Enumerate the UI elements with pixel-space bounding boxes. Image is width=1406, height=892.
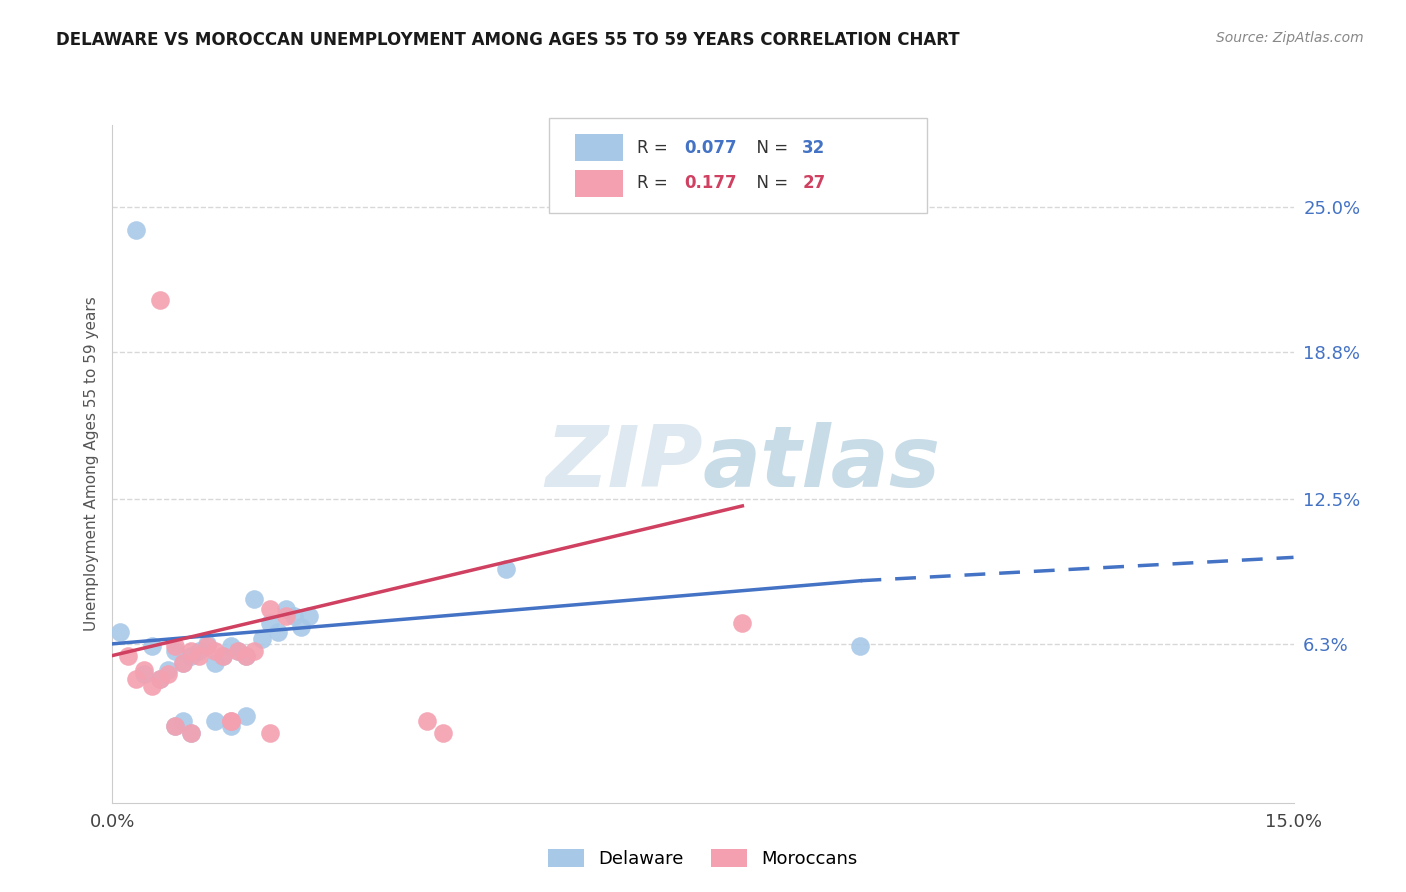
Point [195,637,218,651]
Point [172,714,194,728]
Point [156,667,179,681]
Point [125,223,148,237]
Text: Source: ZipAtlas.com: Source: ZipAtlas.com [1216,31,1364,45]
Point [188,648,211,663]
Point [204,644,226,658]
Point [219,714,242,728]
Point [259,601,281,615]
Point [125,672,148,686]
Point [141,639,163,653]
Point [117,648,139,663]
FancyBboxPatch shape [550,118,928,213]
Point [211,648,233,663]
Point [731,615,754,630]
Point [149,293,172,308]
Point [149,672,172,686]
Legend: Delaware, Moroccans: Delaware, Moroccans [541,841,865,875]
Point [180,725,202,739]
Y-axis label: Unemployment Among Ages 55 to 59 years: Unemployment Among Ages 55 to 59 years [83,296,98,632]
Text: R =: R = [637,175,673,193]
Point [204,656,226,670]
Point [165,719,187,733]
Point [495,562,517,576]
Point [259,615,281,630]
Text: ZIP: ZIP [546,422,703,506]
Point [211,648,233,663]
Point [849,639,872,653]
Point [259,725,281,739]
Point [298,608,321,623]
Point [290,620,312,634]
Point [416,714,439,728]
Point [172,656,194,670]
Point [219,714,242,728]
Text: 32: 32 [803,138,825,157]
Point [267,625,290,640]
Point [180,725,202,739]
Point [204,714,226,728]
Point [180,644,202,658]
Text: N =: N = [745,175,793,193]
Point [250,632,273,647]
Point [274,601,297,615]
Point [243,592,266,607]
Point [132,667,155,681]
Point [141,679,163,693]
Point [110,625,132,640]
Text: DELAWARE VS MOROCCAN UNEMPLOYMENT AMONG AGES 55 TO 59 YEARS CORRELATION CHART: DELAWARE VS MOROCCAN UNEMPLOYMENT AMONG … [56,31,960,49]
Point [165,719,187,733]
Point [165,644,187,658]
Point [180,648,202,663]
Point [149,672,172,686]
Text: 0.177: 0.177 [685,175,737,193]
Text: N =: N = [745,138,793,157]
Text: atlas: atlas [703,422,941,506]
FancyBboxPatch shape [575,134,623,161]
Point [219,719,242,733]
Point [165,639,187,653]
Point [283,608,305,623]
Point [274,608,297,623]
FancyBboxPatch shape [575,169,623,197]
Point [235,709,257,723]
Point [132,663,155,677]
Point [228,644,250,658]
Point [228,644,250,658]
Point [172,656,194,670]
Point [195,639,218,653]
Point [156,663,179,677]
Point [235,648,257,663]
Point [219,639,242,653]
Text: 27: 27 [803,175,825,193]
Point [188,644,211,658]
Point [243,644,266,658]
Point [432,725,454,739]
Text: 0.077: 0.077 [685,138,737,157]
Point [235,648,257,663]
Text: R =: R = [637,138,673,157]
